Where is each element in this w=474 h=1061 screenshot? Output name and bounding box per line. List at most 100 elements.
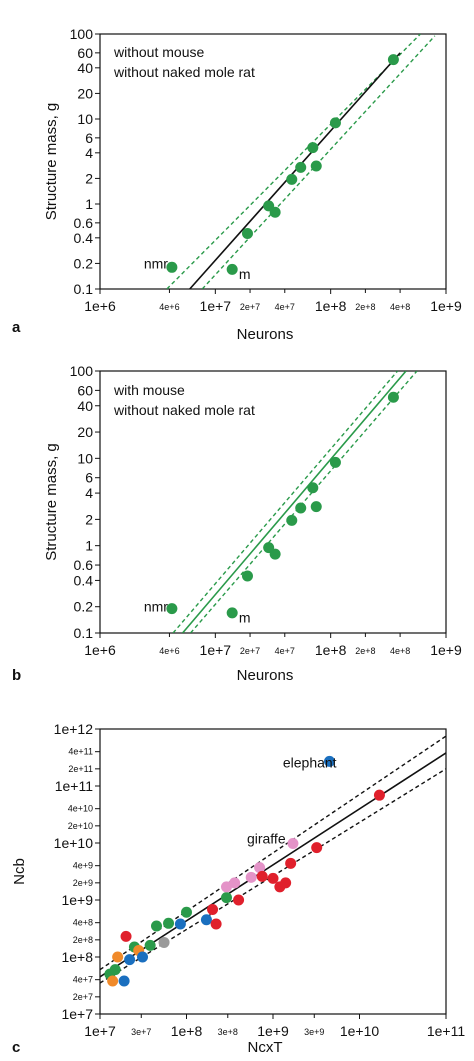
x-minor-tick-label: 2e+8 [355,302,375,312]
x-minor-tick-label: 4e+8 [390,302,410,312]
plot-frame [99,728,447,1015]
data-point [254,862,266,874]
legend-text: with mouse [113,382,185,398]
point-annotation: m [239,266,251,282]
data-point [311,842,323,854]
data-point [307,482,319,494]
y-axis-title: Structure mass, g [43,443,60,561]
data-point [241,570,253,582]
y-tick-label: 4e+7 [73,975,93,985]
data-point [144,939,156,951]
data-point [329,117,341,129]
data-point [241,227,253,239]
y-tick-label: 0.2 [74,255,94,271]
x-tick-label: 1e+6 [84,298,116,314]
x-minor-tick-label: 3e+8 [218,1027,238,1037]
confidence-band-upper [100,735,446,971]
x-minor-tick-label: 4e+6 [159,646,179,656]
data-point [163,917,175,929]
x-tick-label: 1e+7 [84,1023,116,1039]
data-point [166,261,178,273]
x-minor-tick-label: 4e+7 [275,646,295,656]
legend-text: without naked mole rat [113,64,255,80]
x-tick-label: 1e+8 [315,642,347,658]
y-tick-label: 6 [85,130,93,146]
plot-frame [99,33,447,290]
data-point [286,173,298,185]
y-tick-label: 40 [77,60,93,76]
data-point [373,789,385,801]
y-tick-label: 4e+10 [68,804,93,814]
data-point [226,263,238,275]
data-point [329,456,341,468]
data-point [166,603,178,615]
x-tick-label: 1e+8 [171,1023,203,1039]
fit-line [181,371,407,633]
y-tick-label: 0.6 [74,215,94,231]
data-point [233,894,245,906]
y-axis-title: Structure mass, g [43,103,60,221]
y-tick-label: 2e+8 [73,935,93,945]
confidence-band-upper [166,34,421,289]
x-minor-tick-label: 4e+7 [275,302,295,312]
data-point [220,881,232,893]
data-point [310,501,322,513]
data-point [280,877,292,889]
x-tick-label: 1e+9 [430,298,462,314]
panel-c-chart: 1e+12 4e+11 2e+11 1e+11 4e+10 2e+10 1e+10 4e+9 2… [11,721,465,1056]
data-point [310,160,322,172]
y-tick-label: 10 [77,450,93,466]
y-tick-label: 1e+11 [55,778,93,794]
y-tick-label: 60 [77,45,93,61]
data-point [256,870,268,882]
data-point [226,607,238,619]
data-point [112,951,124,963]
data-point [158,936,170,948]
y-tick-label: 0.4 [74,572,94,588]
y-tick-label: 10 [77,111,93,127]
y-tick-label: 1e+8 [61,949,93,965]
data-point [124,954,136,966]
x-minor-tick-label: 2e+7 [240,646,260,656]
fit-line [189,52,401,289]
confidence-band-upper [172,371,399,633]
plot-frame [99,370,447,634]
y-tick-label: 2e+10 [68,821,93,831]
y-tick-label: 2e+9 [73,878,93,888]
data-point [109,964,121,976]
data-point [118,975,130,987]
y-tick-label: 0.1 [74,281,94,297]
y-tick-label: 100 [70,26,94,42]
x-tick-label: 1e+7 [200,642,232,658]
data-point [245,871,257,883]
y-tick-label: 1e+7 [61,1006,93,1022]
y-tick-label: 4e+11 [68,747,93,757]
confidence-band-lower [190,371,418,633]
x-minor-tick-label: 4e+6 [159,302,179,312]
y-tick-label: 2e+7 [73,992,93,1002]
data-point [220,892,232,904]
data-point [137,951,149,963]
x-minor-tick-label: 4e+8 [390,646,410,656]
data-point [207,904,219,916]
panel-label: c [12,1039,20,1056]
legend-text: without naked mole rat [113,402,255,418]
point-annotation: nmr [144,599,168,615]
plot-area [166,371,418,633]
y-tick-label: 0.2 [74,599,94,615]
y-tick-label: 1e+12 [54,721,94,737]
data-point [267,872,279,884]
point-annotation: elephant [283,754,337,770]
y-tick-label: 1e+10 [54,835,94,851]
y-axis-title: Ncb [11,858,28,885]
data-point [295,502,307,514]
x-axis-title: Neurons [237,326,294,343]
data-point [287,838,299,850]
data-point [387,54,399,66]
y-tick-label: 1e+9 [61,892,93,908]
y-tick-label: 1 [85,538,93,554]
y-tick-label: 4e+9 [73,861,93,871]
